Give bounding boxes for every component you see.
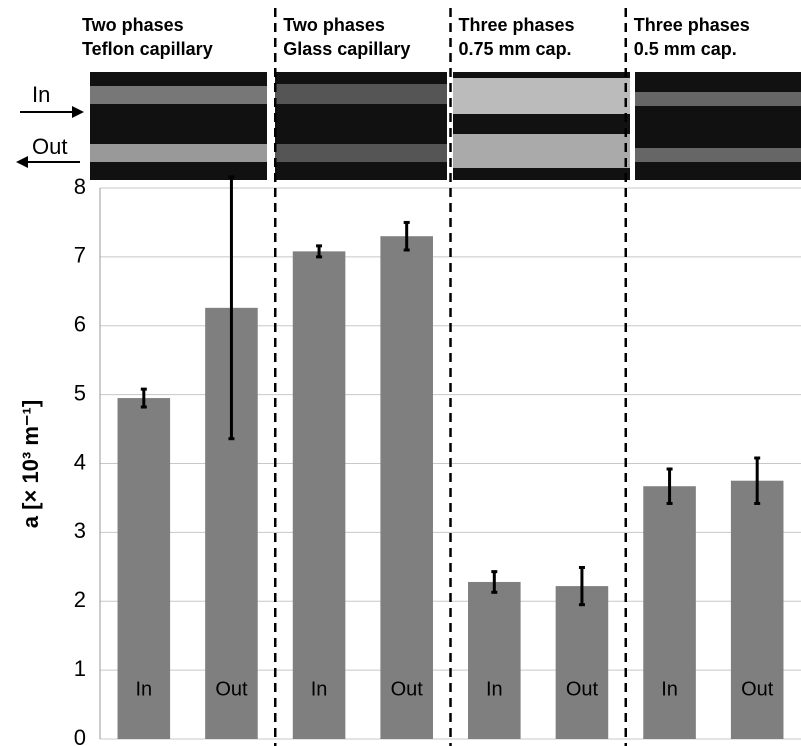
y-tick-label: 7 (74, 243, 86, 268)
arrow-head (16, 156, 28, 168)
x-category-label: Out (566, 678, 599, 700)
group-title: Three phases (459, 15, 575, 35)
y-tick-label: 5 (74, 380, 86, 405)
image (635, 148, 801, 162)
error-bar (140, 387, 147, 409)
image (275, 84, 447, 104)
group-title: Two phases (283, 15, 385, 35)
x-category-label: Out (741, 678, 774, 700)
error-bar (754, 456, 761, 505)
x-category-label: In (486, 678, 503, 700)
image (90, 144, 267, 162)
bar (292, 251, 346, 740)
bar (643, 486, 696, 739)
image (453, 134, 630, 168)
y-tick-label: 2 (74, 587, 86, 612)
group-title: Two phases (82, 15, 184, 35)
group-title: Three phases (634, 15, 750, 35)
x-category-label: Out (215, 678, 248, 700)
y-tick-label: 8 (74, 174, 86, 199)
image (635, 72, 801, 180)
error-bar (316, 244, 323, 259)
group-title: 0.5 mm cap. (634, 39, 737, 59)
capillary-images (16, 72, 801, 180)
bar (117, 398, 171, 739)
error-bar (228, 175, 235, 441)
bar (730, 480, 784, 739)
error-bar (666, 467, 673, 505)
error-bar (578, 566, 585, 607)
arrow-head (72, 106, 84, 118)
y-tick-label: 6 (74, 312, 86, 337)
group-title: Glass capillary (283, 39, 410, 59)
y-tick-label: 0 (74, 725, 86, 746)
image-label: Out (32, 134, 67, 159)
image (635, 92, 801, 106)
y-tick-label: 3 (74, 518, 86, 543)
x-category-label: In (311, 678, 328, 700)
error-bar (403, 220, 410, 252)
x-category-label: In (135, 678, 152, 700)
bar (555, 586, 609, 739)
image (453, 78, 630, 114)
x-category-label: Out (391, 678, 424, 700)
image (90, 86, 267, 104)
y-axis-label: a [× 10³ m⁻¹] (18, 400, 43, 528)
image-label: In (32, 82, 50, 107)
bar (380, 236, 433, 739)
group-title: 0.75 mm cap. (459, 39, 572, 59)
x-category-label: In (661, 678, 678, 700)
y-tick-label: 4 (74, 449, 86, 474)
error-bar (491, 570, 498, 594)
bar (468, 581, 521, 739)
image (275, 144, 447, 162)
group-title: Teflon capillary (82, 39, 213, 59)
y-tick-label: 1 (74, 656, 86, 681)
